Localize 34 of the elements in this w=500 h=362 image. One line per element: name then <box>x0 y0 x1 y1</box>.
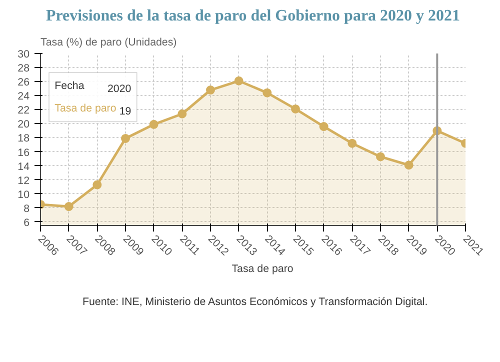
point <box>178 109 187 118</box>
annotation: 2020 <box>107 83 132 96</box>
point <box>376 152 385 162</box>
y-tick-label: 30 <box>18 48 30 60</box>
annotation: 19 <box>119 106 132 118</box>
y-tick-label: 12 <box>18 174 30 187</box>
y-tick-label: 6 <box>24 216 30 229</box>
y-tick-label: 8 <box>24 202 30 215</box>
y-tick-label: 14 <box>18 160 30 173</box>
annotation: Tasa de paro <box>54 102 116 115</box>
y-tick-label: 10 <box>18 188 30 201</box>
point <box>64 202 74 212</box>
y-tick-label: 28 <box>18 62 30 75</box>
source-note: Fuente: INE, Ministerio de Asuntos Económicos y Transformación Digital. <box>82 296 428 308</box>
annotation: Fecha <box>54 80 84 92</box>
point <box>92 180 102 190</box>
point <box>262 88 272 98</box>
y-tick-label: 24 <box>18 90 30 103</box>
point <box>291 104 300 114</box>
y-tick-label: 26 <box>18 76 30 89</box>
point <box>319 122 328 132</box>
chart-title: Previsiones de la tasa de paro del Gobierno para 2020 y 2021 <box>46 8 460 24</box>
point <box>206 86 215 94</box>
point <box>348 138 357 148</box>
y-axis-title: Tasa (%) de paro (Unidades) <box>40 36 177 48</box>
text: Tasa de paro <box>232 263 294 275</box>
point <box>404 160 414 170</box>
y-tick-label: 22 <box>18 104 30 117</box>
y-tick-label: 18 <box>18 132 30 145</box>
y-tick-label: 20 <box>18 118 30 131</box>
point <box>234 76 244 86</box>
point <box>149 120 158 129</box>
y-tick-label: 16 <box>18 146 30 159</box>
point <box>121 134 130 143</box>
